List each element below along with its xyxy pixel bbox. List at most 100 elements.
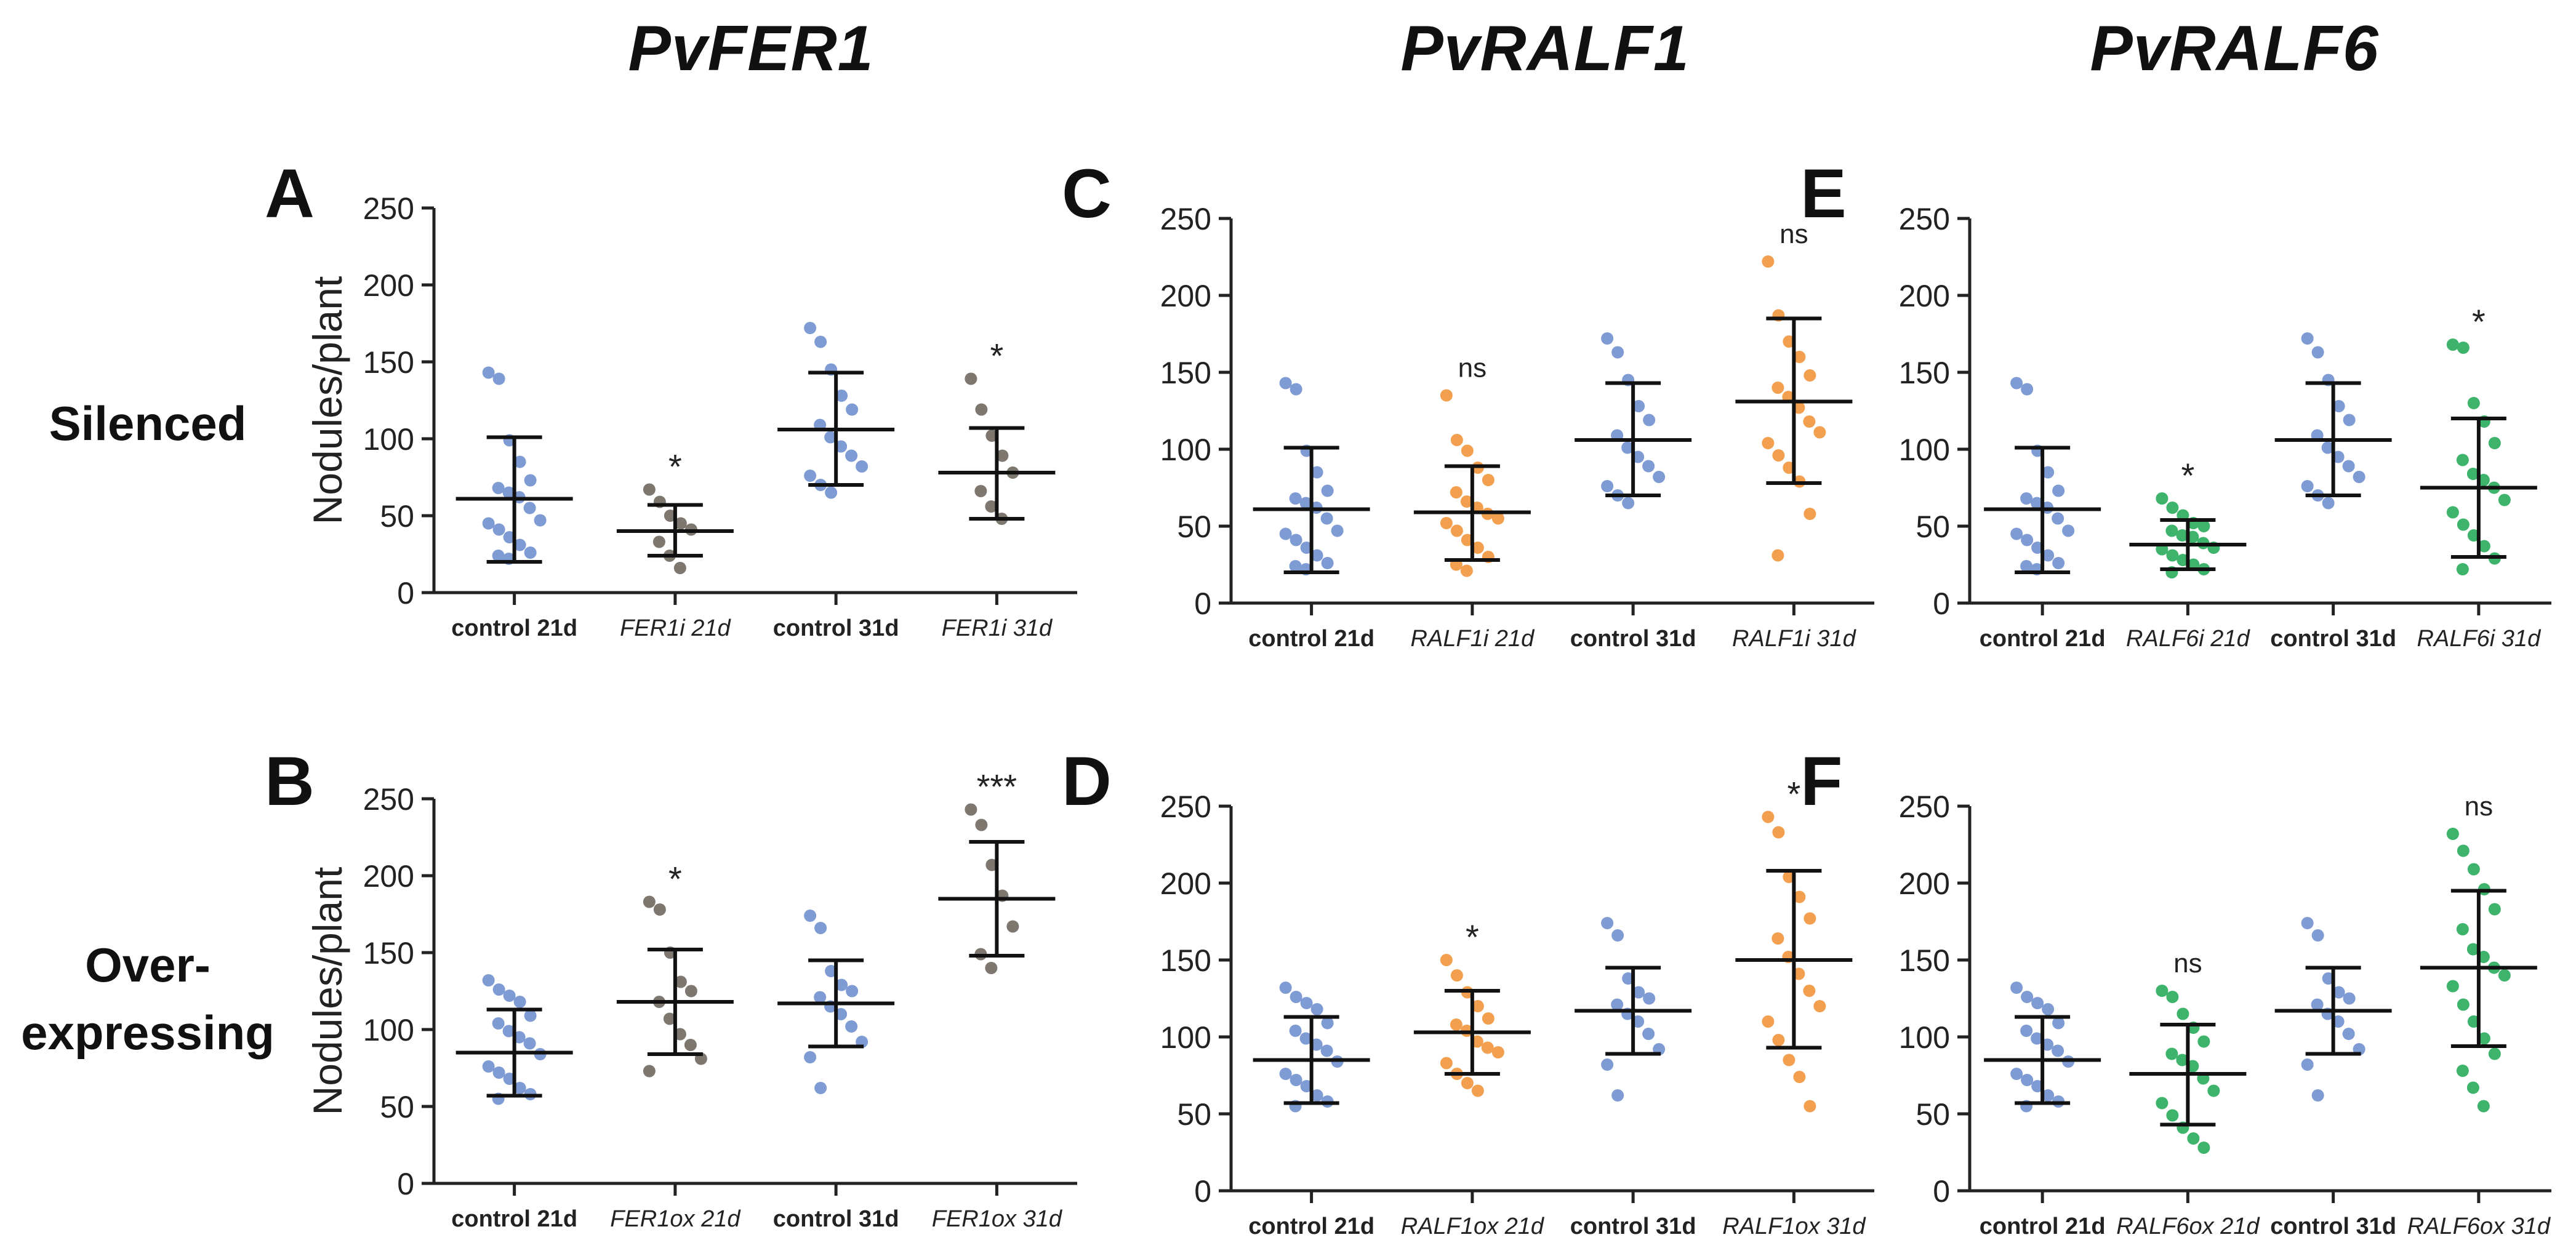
panel-b-x-tick-label: control 21d: [451, 1206, 577, 1232]
row-label-silenced: Silenced: [49, 396, 247, 450]
panel-d-data-point: [1289, 1025, 1302, 1037]
panel-f-significance-label: ns: [2173, 948, 2202, 978]
panel-d-data-point: [1803, 985, 1816, 997]
panel-b-x-tick-label: control 31d: [773, 1206, 899, 1232]
panel-d-x-tick-label: control 31d: [1570, 1214, 1696, 1239]
panel-e-data-point: [2488, 437, 2501, 449]
panel-a-data-point: [814, 335, 827, 348]
panel-d-data-point: [1804, 912, 1816, 925]
panel-e-data-point: [2332, 400, 2345, 412]
panel-c-data-point: [1601, 480, 1614, 492]
panel-d-data-point: [1793, 1071, 1806, 1083]
panel-a-data-point: [492, 523, 505, 536]
panel-d-data-point: [1783, 1054, 1796, 1066]
panel-d-y-tick-label: 100: [1160, 1020, 1211, 1055]
panel-d-data-point: [1611, 1089, 1624, 1102]
panel-a-significance-label: *: [668, 447, 682, 486]
panel-b-data-point: [643, 1065, 656, 1078]
panel-c-data-point: [1460, 495, 1473, 508]
panel-c-data-point: [1804, 369, 1816, 382]
panel-a-x-tick-label: FER1i 31d: [942, 615, 1053, 641]
panel-c-significance-label: ns: [1780, 219, 1808, 249]
gene-title-fer1: PvFER1: [628, 13, 874, 84]
panel-d-data-point: [1310, 1089, 1323, 1102]
panel-d-data-point: [1321, 1017, 1334, 1030]
panel-e-data-point: [2052, 484, 2065, 497]
panel-f-significance-label: ns: [2465, 791, 2493, 822]
panel-c-data-point: [1440, 389, 1453, 402]
panel-f-data-point: [2052, 1017, 2065, 1030]
panel-d-data-point: [1643, 992, 1656, 1005]
panel-a-data-point: [524, 546, 537, 559]
panel-c-data-point: [1450, 434, 1463, 446]
panel-d-data-point: [1290, 991, 1302, 1003]
panel-a-data-point: [856, 460, 869, 473]
panel-b-data-point: [482, 1060, 495, 1073]
panel-c-data-point: [1450, 524, 1463, 537]
panel-b-data-point: [502, 1025, 515, 1038]
panel-a-y-tick-label: 0: [397, 576, 414, 610]
panel-a-significance-label: *: [990, 337, 1003, 375]
panel-e-data-point: [2052, 512, 2064, 525]
panel-c-data-point: [1772, 382, 1784, 394]
panel-e-data-point: [2052, 557, 2065, 569]
panel-c-data-point: [1804, 508, 1816, 520]
panel-letter-a: A: [265, 155, 315, 232]
panel-letter-c: C: [1062, 155, 1112, 232]
panel-c-data-point: [1460, 564, 1473, 577]
panel-a-data-point: [524, 474, 537, 487]
panel-b-data-point: [965, 803, 977, 816]
panel-f-data-point: [2301, 917, 2314, 929]
panel-e-data-point: [2010, 377, 2023, 390]
panel-f-x-tick-label: control 21d: [1980, 1214, 2106, 1239]
panel-f-data-point: [2042, 1089, 2055, 1102]
panel-c-x-tick-label: RALF1i 31d: [1732, 626, 1857, 652]
panel-e-significance-label: *: [2472, 302, 2486, 341]
panel-e-x-tick-label: RALF6i 31d: [2417, 626, 2542, 652]
panel-c-data-point: [1289, 492, 1302, 505]
panel-c-y-tick-label: 150: [1160, 356, 1211, 390]
panel-e-data-point: [2197, 520, 2210, 532]
panel-a-data-point: [975, 403, 988, 416]
panel-c-data-point: [1290, 534, 1302, 546]
panel-e-data-point: [2457, 342, 2470, 354]
panel-f-data-point: [2020, 1025, 2033, 1037]
panel-d-data-point: [1642, 1028, 1655, 1040]
panel-b-data-point: [513, 996, 526, 1008]
panel-f-x-tick-label: RALF6ox 31d: [2407, 1214, 2551, 1239]
panel-d-significance-label: *: [1787, 775, 1800, 814]
panel-b-data-point: [1006, 920, 1019, 933]
panel-a-data-point: [965, 372, 977, 385]
panel-f-data-point: [2166, 991, 2179, 1003]
panel-e-data-point: [2456, 563, 2469, 575]
panel-f-y-tick-label: 100: [1899, 1020, 1950, 1055]
panel-c-data-point: [1461, 444, 1474, 457]
panel-c-data-point: [1643, 414, 1656, 426]
panel-e-data-point: [2020, 560, 2033, 572]
panel-a-data-point: [513, 538, 526, 551]
panel-d-data-point: [1279, 982, 1292, 994]
panel-a-data-point: [643, 483, 656, 496]
panel-d-data-point: [1772, 1034, 1785, 1046]
panel-d-data-point: [1320, 1044, 1333, 1057]
panel-e-y-tick-label: 150: [1899, 356, 1950, 390]
panel-c-data-point: [1321, 484, 1334, 497]
panel-a-data-point: [523, 502, 536, 514]
panel-e-data-point: [2020, 492, 2033, 505]
panel-f-y-tick-label: 0: [1933, 1174, 1950, 1209]
panel-f-data-point: [2477, 1100, 2490, 1113]
panel-e-data-point: [2301, 480, 2314, 492]
panel-c-data-point: [1310, 466, 1323, 479]
panel-c-data-point: [1813, 426, 1826, 439]
panel-e-data-point: [2031, 497, 2044, 510]
panel-f-y-tick-label: 150: [1899, 943, 1950, 978]
panel-f-y-tick-label: 50: [1916, 1097, 1950, 1132]
panel-b-data-point: [845, 1020, 858, 1033]
panel-c-y-tick-label: 50: [1177, 510, 1211, 544]
panel-e-y-tick-label: 250: [1899, 202, 1950, 236]
panel-c-y-tick-label: 250: [1160, 202, 1211, 236]
panel-c-data-point: [1762, 437, 1775, 449]
panel-f-data-point: [2010, 1068, 2023, 1080]
panel-b-data-point: [975, 818, 988, 831]
panel-a-data-point: [824, 431, 837, 444]
